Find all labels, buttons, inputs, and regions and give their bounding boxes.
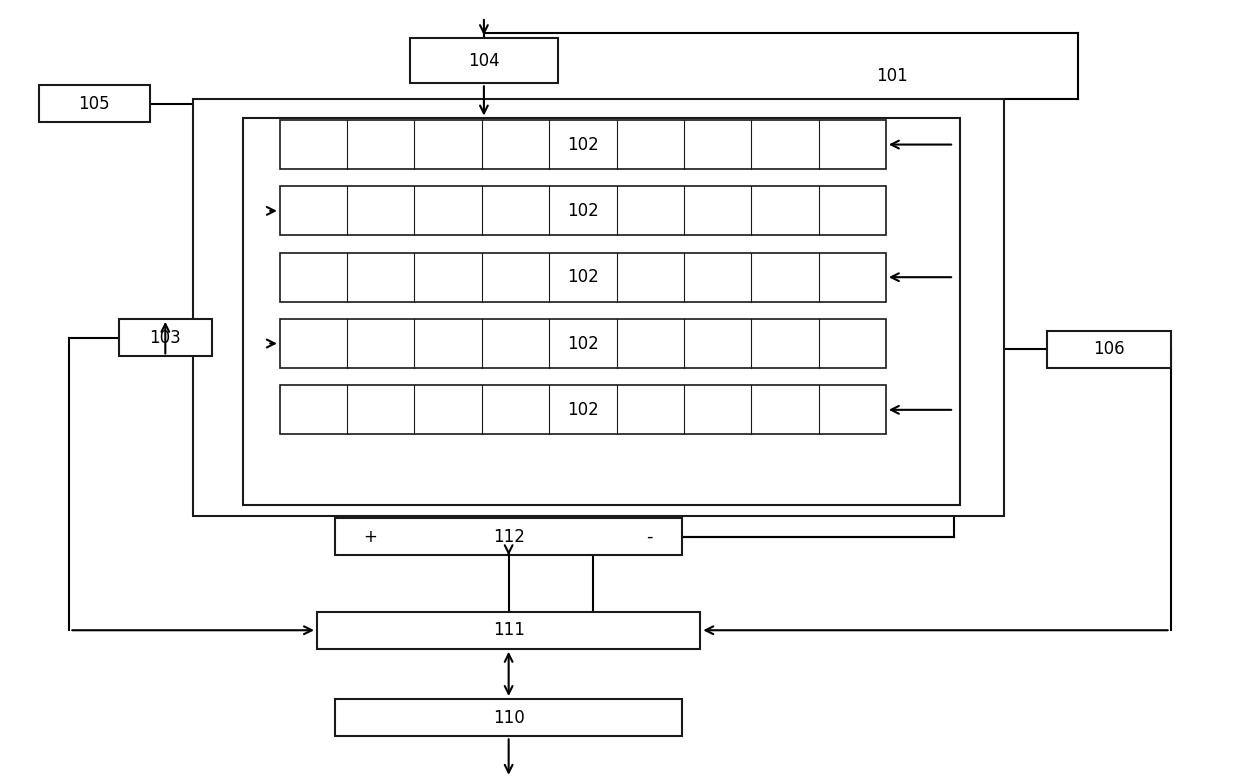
Text: 106: 106	[1092, 341, 1125, 359]
Bar	[336, 699, 682, 736]
Text: 102: 102	[567, 269, 599, 287]
Bar	[280, 253, 887, 301]
Bar	[38, 85, 150, 122]
Text: 110: 110	[492, 709, 525, 727]
Text: 104: 104	[467, 52, 500, 70]
Text: 111: 111	[492, 621, 525, 639]
Text: 102: 102	[567, 202, 599, 220]
Text: -: -	[646, 528, 653, 546]
Bar	[1047, 330, 1171, 368]
Text: 102: 102	[567, 135, 599, 153]
Bar	[193, 99, 1003, 516]
Bar	[119, 319, 212, 356]
Text: +: +	[363, 528, 377, 546]
Text: 102: 102	[567, 334, 599, 352]
Text: 101: 101	[877, 67, 908, 85]
Bar	[409, 38, 558, 83]
Bar	[336, 518, 682, 555]
Bar	[317, 612, 701, 649]
Text: 103: 103	[150, 329, 181, 347]
Bar	[280, 319, 887, 368]
Text: 102: 102	[567, 401, 599, 419]
Bar	[280, 120, 887, 169]
Text: 112: 112	[492, 528, 525, 546]
Bar	[280, 186, 887, 236]
Bar	[243, 118, 960, 504]
Bar	[280, 385, 887, 435]
Text: 105: 105	[78, 95, 110, 113]
